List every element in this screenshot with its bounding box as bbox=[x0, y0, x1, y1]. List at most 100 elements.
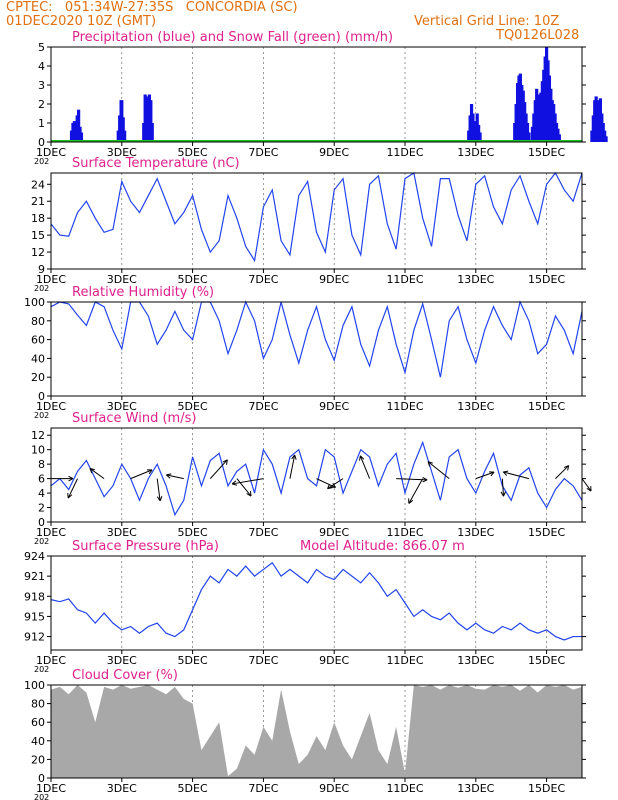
panel-title: Relative Humidity (%) bbox=[72, 285, 214, 300]
x-tick-label: 11DEC bbox=[386, 273, 423, 286]
wind-arrow-head bbox=[291, 454, 297, 460]
wind-arrow bbox=[581, 478, 592, 492]
y-tick-label: 18 bbox=[31, 212, 45, 225]
y-tick-label: 2 bbox=[38, 502, 45, 515]
cloud-area bbox=[51, 685, 582, 778]
wind-arrow-head bbox=[500, 491, 506, 497]
y-tick-label: 24 bbox=[31, 178, 45, 191]
wind-arrow-head bbox=[586, 486, 592, 492]
precip-bar bbox=[77, 109, 81, 142]
panel-title: Cloud Cover (%) bbox=[72, 668, 178, 683]
x-tick-label: 1DEC bbox=[36, 400, 66, 413]
year-stub: 202 bbox=[34, 537, 49, 546]
model-code: TQ0126L028 bbox=[496, 28, 580, 43]
x-tick-label: 13DEC bbox=[457, 526, 494, 539]
x-tick-label: 1DEC bbox=[36, 273, 66, 286]
plot-frame bbox=[50, 427, 583, 523]
y-tick-label: 0 bbox=[38, 136, 45, 149]
x-tick-label: 11DEC bbox=[386, 526, 423, 539]
x-tick-label: 1DEC bbox=[36, 526, 66, 539]
date-header: 01DEC2020 10Z (GMT) bbox=[6, 14, 157, 29]
y-tick-label: 0 bbox=[38, 772, 45, 785]
x-tick-label: 15DEC bbox=[528, 654, 565, 667]
plot-frame bbox=[50, 46, 583, 143]
x-tick-label: 15DEC bbox=[528, 782, 565, 795]
x-tick-label: 7DEC bbox=[248, 782, 278, 795]
series-line bbox=[50, 561, 582, 641]
wind-arrow-head bbox=[330, 482, 336, 488]
x-tick-label: 1DEC bbox=[36, 782, 66, 795]
y-tick-label: 0 bbox=[38, 516, 45, 529]
panel-1: Surface Temperature (nC) 9 12 15 18 21 24 1DEC 3… bbox=[31, 156, 586, 293]
wind-arrow-head bbox=[422, 476, 428, 483]
wind-arrow-head bbox=[89, 467, 95, 474]
y-tick-label: 100 bbox=[24, 296, 45, 309]
x-tick-label: 15DEC bbox=[528, 146, 565, 159]
y-tick-label: 2 bbox=[38, 98, 45, 111]
x-tick-label: 15DEC bbox=[528, 526, 565, 539]
y-tick-label: 1 bbox=[38, 117, 45, 130]
wind-arrow-head bbox=[327, 483, 333, 490]
wind-arrow-head bbox=[502, 470, 509, 476]
x-tick-label: 3DEC bbox=[107, 146, 137, 159]
y-tick-label: 6 bbox=[38, 473, 45, 486]
wind-arrow bbox=[289, 454, 296, 479]
x-tick-label: 9DEC bbox=[319, 146, 349, 159]
precip-bar bbox=[150, 123, 154, 142]
wind-arrow bbox=[408, 478, 424, 504]
y-tick-label: 0 bbox=[38, 390, 45, 403]
precip-bar bbox=[478, 132, 482, 142]
x-tick-label: 5DEC bbox=[178, 526, 208, 539]
y-tick-label: 915 bbox=[24, 610, 45, 623]
x-tick-label: 15DEC bbox=[528, 400, 565, 413]
x-tick-label: 7DEC bbox=[248, 146, 278, 159]
wind-arrow bbox=[232, 478, 264, 485]
precip-bar bbox=[121, 117, 125, 142]
wind-arrow bbox=[130, 469, 153, 480]
series-line bbox=[50, 440, 583, 517]
year-stub: 202 bbox=[34, 284, 49, 293]
x-tick-label: 9DEC bbox=[319, 526, 349, 539]
precip-bar bbox=[79, 132, 84, 142]
y-tick-label: 12 bbox=[31, 246, 45, 259]
y-tick-label: 40 bbox=[31, 735, 45, 748]
x-tick-label: 3DEC bbox=[107, 526, 137, 539]
wind-arrow-head bbox=[147, 469, 153, 475]
wind-arrow-head bbox=[489, 471, 495, 477]
series-line bbox=[50, 300, 583, 378]
y-tick-label: 8 bbox=[38, 458, 45, 471]
wind-arrow-head bbox=[68, 475, 74, 482]
y-tick-label: 4 bbox=[38, 487, 45, 500]
wind-arrow-head bbox=[67, 493, 73, 499]
y-tick-label: 60 bbox=[31, 716, 45, 729]
y-tick-label: 20 bbox=[31, 753, 45, 766]
wind-arrow-head bbox=[359, 455, 365, 461]
y-tick-label: 80 bbox=[31, 315, 45, 328]
y-tick-label: 9 bbox=[38, 263, 45, 276]
wind-arrow bbox=[236, 478, 252, 497]
wind-arrow bbox=[166, 474, 184, 480]
wind-arrow bbox=[503, 471, 530, 480]
model-altitude: Model Altitude: 866.07 m bbox=[300, 539, 465, 554]
wind-arrow bbox=[555, 465, 570, 479]
wind-arrow bbox=[427, 461, 450, 480]
precip-bar bbox=[123, 130, 127, 142]
wind-arrow bbox=[359, 455, 371, 479]
x-tick-label: 7DEC bbox=[248, 273, 278, 286]
x-tick-label: 3DEC bbox=[107, 273, 137, 286]
x-tick-label: 1DEC bbox=[36, 146, 66, 159]
x-tick-label: 9DEC bbox=[319, 273, 349, 286]
plot-frame bbox=[50, 301, 583, 397]
x-tick-label: 13DEC bbox=[457, 654, 494, 667]
panel-0: Precipitation (blue) and Snow Fall (gree… bbox=[34, 30, 608, 166]
panel-title: Surface Wind (m/s) bbox=[72, 411, 196, 426]
wind-arrow-head bbox=[563, 465, 570, 471]
x-tick-label: 13DEC bbox=[457, 782, 494, 795]
wind-arrow bbox=[316, 478, 336, 488]
x-tick-label: 11DEC bbox=[386, 400, 423, 413]
precip-bar bbox=[527, 132, 531, 142]
plot-frame bbox=[50, 684, 583, 779]
y-tick-label: 918 bbox=[24, 590, 45, 603]
wind-arrow-head bbox=[231, 480, 238, 486]
x-tick-label: 15DEC bbox=[528, 273, 565, 286]
